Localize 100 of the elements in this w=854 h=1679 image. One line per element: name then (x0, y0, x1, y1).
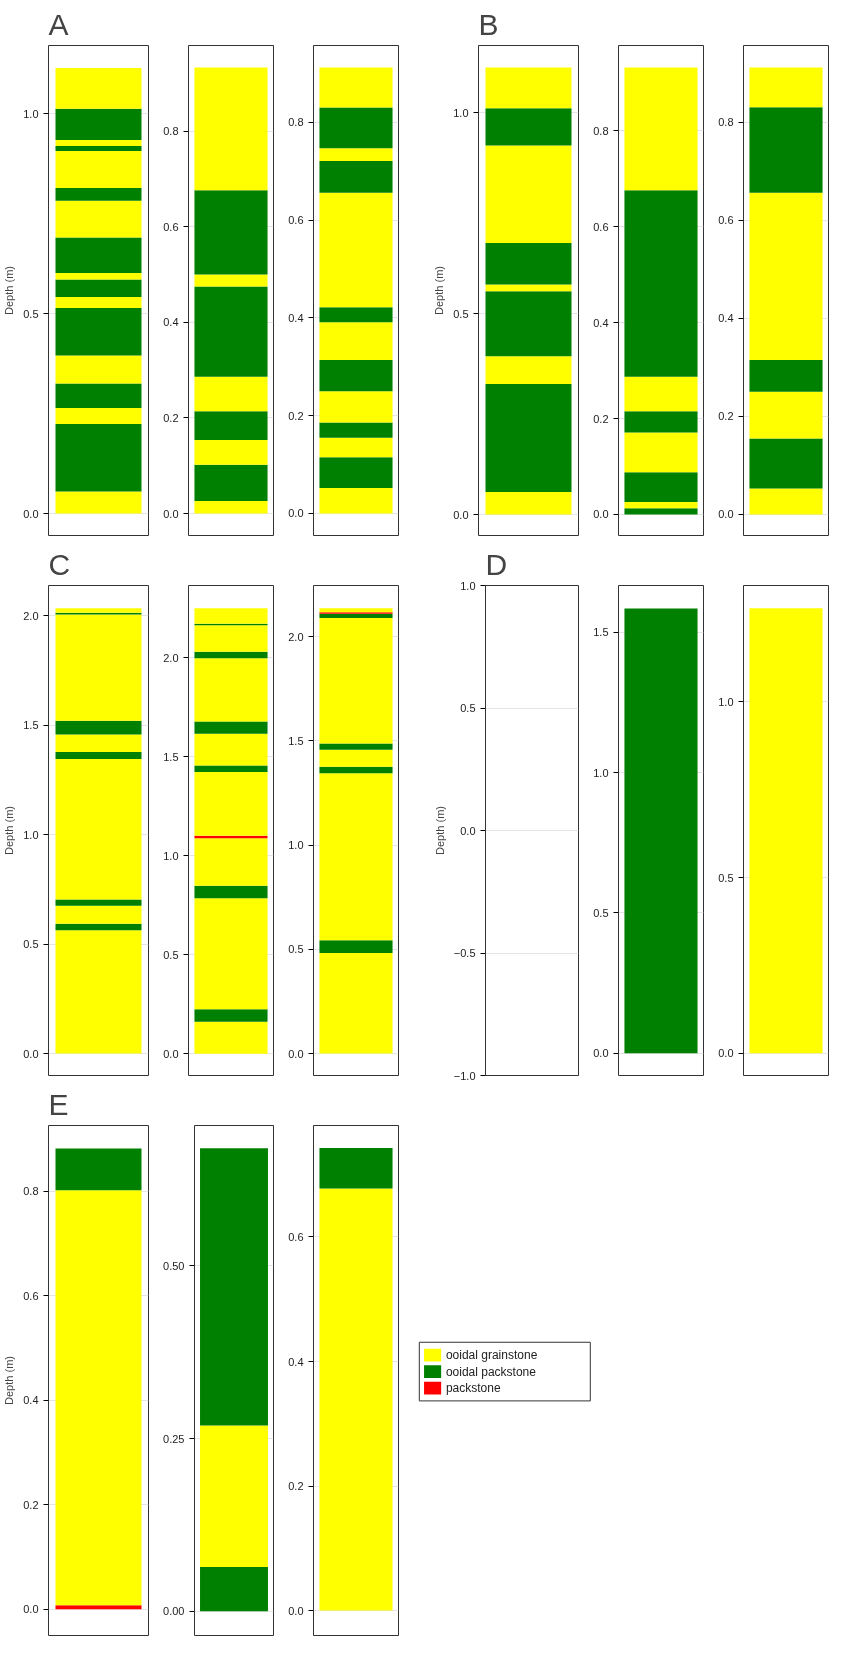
bar (55, 930, 142, 1054)
y-tick-label: 0.6 (593, 220, 609, 233)
bar (194, 733, 268, 766)
category-label: ooidal grainstone (445, 1348, 538, 1362)
y-tick-label: 0.25 (163, 1432, 185, 1445)
y-axis-title: Depth (m) (3, 266, 16, 315)
bar (55, 151, 142, 188)
y-tick-label: 1.0 (718, 695, 734, 708)
bar (319, 322, 393, 360)
bar (485, 108, 572, 146)
bar (194, 439, 268, 465)
y-tick-label: 0.00 (163, 1605, 185, 1618)
y-tick-label: 0.2 (288, 1480, 304, 1493)
bar (55, 614, 142, 721)
bar (55, 200, 142, 238)
bar (194, 658, 268, 722)
y-tick-label: 0.8 (23, 1185, 39, 1198)
bar (319, 67, 393, 108)
chart-title: B (478, 7, 499, 41)
bar (319, 437, 393, 458)
bar (485, 243, 572, 285)
y-tick-label: 0.0 (718, 508, 734, 521)
bar (55, 608, 142, 613)
bar (55, 899, 142, 906)
y-tick-label: 0.2 (593, 412, 609, 425)
bar (55, 491, 142, 514)
bar (194, 1021, 268, 1054)
y-tick-label: 0.6 (288, 1230, 304, 1243)
y-tick-label: 0.0 (163, 507, 179, 520)
bar (55, 187, 142, 201)
y-axis-title: Depth (m) (433, 266, 446, 315)
bar (749, 359, 823, 392)
bar (55, 923, 142, 931)
bar (194, 501, 268, 514)
bar (55, 297, 142, 308)
bar (55, 279, 142, 298)
category-label: ooidal packstone (445, 1364, 537, 1379)
y-tick-label: −1.0 (453, 1069, 476, 1082)
y-tick-label: 0.8 (593, 124, 609, 137)
bar (319, 749, 393, 767)
bar (319, 457, 393, 489)
bar (624, 411, 698, 433)
bar (319, 608, 393, 613)
y-tick-label: −0.5 (453, 947, 476, 959)
y-tick-label: 1.0 (593, 766, 609, 779)
y-tick-label: 2.0 (288, 630, 304, 643)
y-tick-label: 0.6 (288, 214, 304, 227)
y-tick-label: 0.5 (23, 307, 39, 320)
y-tick-label: 0.4 (288, 1355, 304, 1368)
bar (194, 190, 268, 275)
bar (194, 772, 268, 836)
bar (319, 422, 393, 438)
y-tick-label: 1.0 (460, 579, 476, 592)
y-tick-label: 0.0 (718, 1047, 734, 1060)
y-tick-label: 2.0 (163, 651, 179, 664)
bar (200, 1567, 268, 1612)
bar (194, 721, 268, 734)
bar (55, 139, 142, 146)
y-tick-label: 0.0 (460, 824, 476, 837)
y-tick-label: 0.5 (23, 938, 39, 951)
y-tick-label: 1.0 (23, 107, 39, 120)
bar (200, 1425, 268, 1568)
bar (319, 940, 393, 954)
bar (55, 759, 142, 900)
chart-title: C (48, 547, 71, 581)
y-tick-label: 0.5 (163, 948, 179, 961)
y-tick-label: 0.5 (288, 943, 304, 956)
bar (319, 307, 393, 323)
bar (194, 1009, 268, 1022)
bar (749, 107, 823, 193)
bar (485, 284, 572, 292)
bar (624, 67, 698, 191)
y-tick-label: 0.0 (163, 1047, 179, 1060)
y-tick-label: 0.5 (593, 906, 609, 919)
bar (319, 359, 393, 392)
y-tick-label: 0.5 (460, 702, 476, 714)
bar (485, 384, 572, 493)
y-axis-title: Depth (m) (3, 1356, 16, 1405)
bar (624, 432, 698, 473)
bar (319, 488, 393, 514)
bar (319, 766, 393, 774)
bar (485, 356, 572, 385)
bar (194, 765, 268, 773)
bar (319, 192, 393, 308)
y-axis-title: Depth (m) (433, 806, 446, 855)
y-tick-label: 0.0 (23, 507, 39, 520)
bar (319, 613, 393, 619)
y-tick-label: 0.8 (718, 116, 734, 129)
bar (319, 618, 393, 744)
y-tick-label: 0.50 (163, 1259, 185, 1272)
y-tick-label: 1.5 (593, 626, 609, 639)
y-axis-title: Depth (m) (3, 806, 16, 855)
bar (194, 464, 268, 502)
bar (194, 651, 268, 659)
y-tick-label: 1.0 (163, 849, 179, 862)
y-tick-label: 1.5 (288, 734, 304, 747)
bar (55, 145, 142, 152)
bar (749, 67, 823, 108)
category-label: packstone (445, 1381, 501, 1396)
y-tick-label: 1.0 (23, 828, 39, 841)
